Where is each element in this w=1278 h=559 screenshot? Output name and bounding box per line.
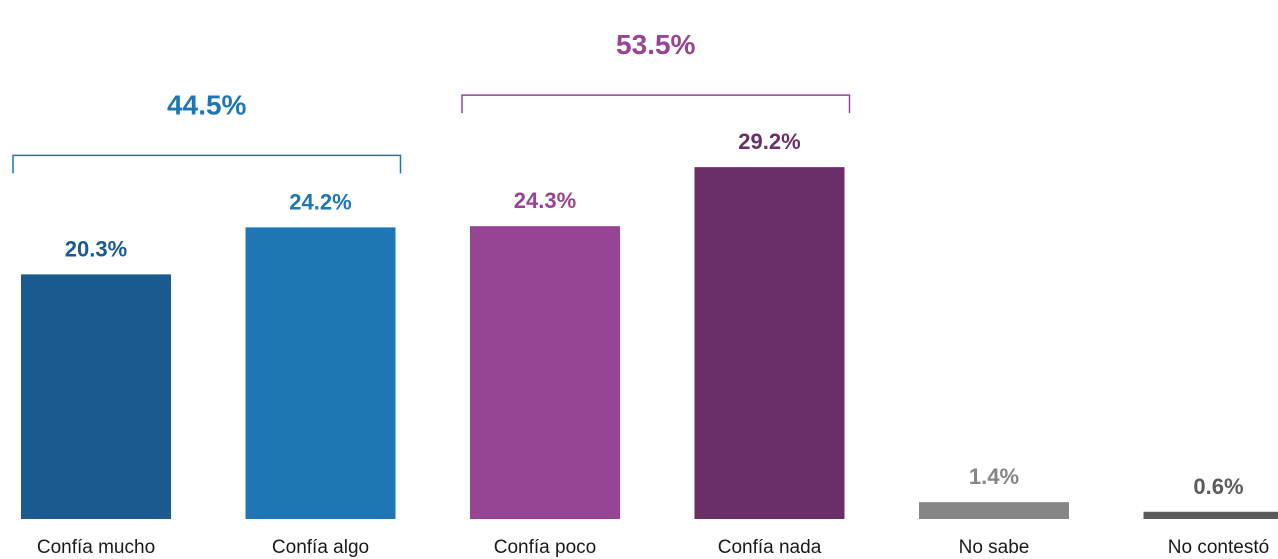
category-label-confia-mucho: Confía mucho <box>37 537 155 558</box>
bar-confia-mucho <box>21 274 171 519</box>
bar-confia-nada <box>694 167 845 519</box>
group-total-label-1: 44.5% <box>167 89 246 120</box>
bar-confia-poco <box>470 226 620 519</box>
value-label-no-sabe: 1.4% <box>969 464 1019 489</box>
value-label-confia-algo: 24.2% <box>289 189 351 214</box>
value-label-confia-poco: 24.3% <box>514 188 576 213</box>
bars-layer <box>21 167 1278 519</box>
category-labels-layer: Confía mucho Confía algo Confía poco Confía… <box>37 537 1269 558</box>
group-bracket-1 <box>12 154 402 174</box>
category-label-confia-nada: Confía nada <box>718 537 822 558</box>
category-label-confia-algo: Confía algo <box>272 537 369 558</box>
group-brackets-layer: 44.5% 53.5% <box>12 29 851 174</box>
bar-no-contesto <box>1143 511 1278 519</box>
bar-confia-algo <box>245 227 396 519</box>
value-label-confia-mucho: 20.3% <box>65 236 127 261</box>
category-label-no-sabe: No sabe <box>959 537 1030 558</box>
bar-no-sabe <box>919 502 1069 519</box>
value-label-no-contesto: 0.6% <box>1193 474 1243 499</box>
category-label-no-contesto: No contestó <box>1168 537 1269 558</box>
group-total-label-2: 53.5% <box>616 29 695 60</box>
category-label-confia-poco: Confía poco <box>494 537 596 558</box>
value-label-confia-nada: 29.2% <box>738 129 800 154</box>
group-bracket-2 <box>461 94 851 114</box>
value-labels-layer: 20.3% 24.2% 24.3% 29.2% 1.4% 0.6% <box>65 129 1244 499</box>
